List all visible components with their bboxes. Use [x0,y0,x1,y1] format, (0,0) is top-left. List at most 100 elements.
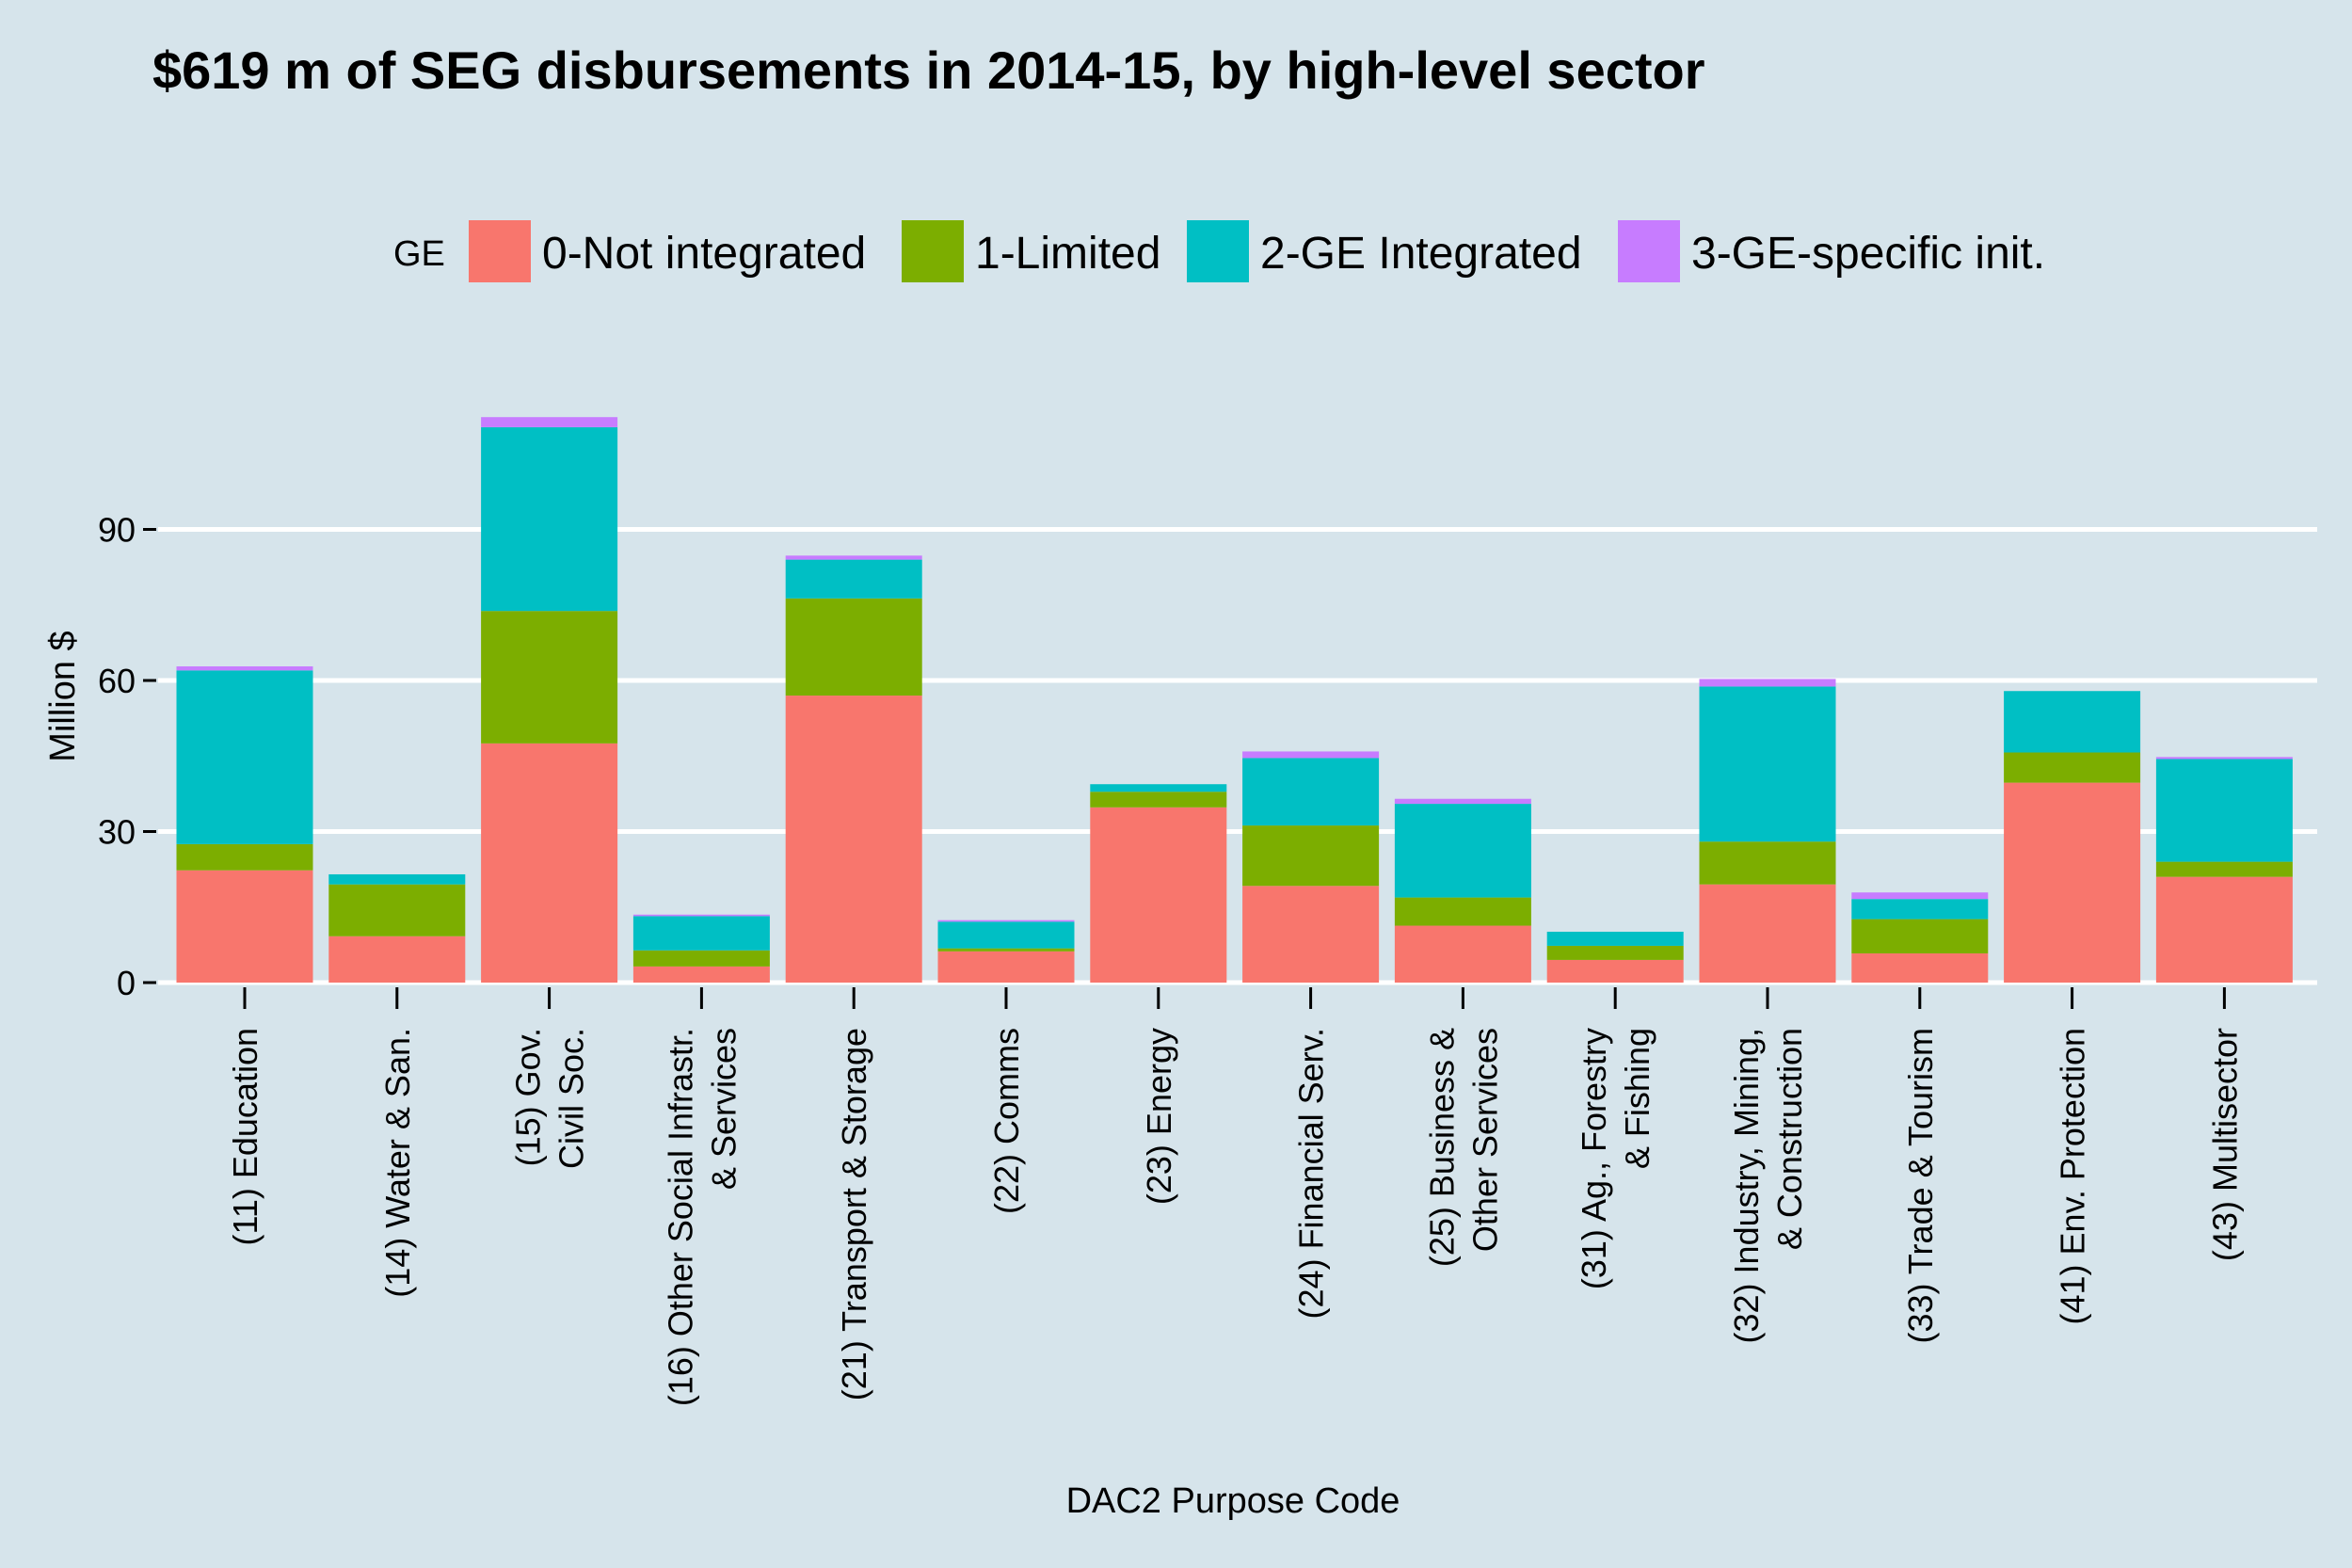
bar-segment-13-3 [2004,691,2141,753]
x-tick-label-line: (14) Water & San. [378,1028,417,1298]
x-tick-label-line: (11) Education [226,1028,264,1245]
x-tick-label-line: Other Services [1465,1028,1504,1252]
bar-segment-5-2 [785,598,922,696]
bar-segment-9-3 [1394,804,1531,898]
bar-segment-9-1 [1394,925,1531,983]
y-tick-label: 0 [117,964,136,1002]
x-tick-label-line: (31) Ag., Forestry [1575,1028,1613,1289]
bar-segment-4-4 [632,914,770,917]
x-tick-label-line: & Services [704,1028,743,1190]
x-tick-label-line: (16) Other Social Infrastr. [661,1028,699,1406]
bar-segment-5-4 [785,555,922,560]
x-tick-label-line: (33) Trade & Tourism [1901,1028,1940,1343]
x-tick-label: (11) Education [226,1028,264,1245]
x-tick-label-line: (22) Comms [987,1028,1026,1214]
x-tick-label-line: (21) Transport & Storage [835,1028,873,1400]
bar-segment-4-2 [632,950,770,967]
bar-segment-10-1 [1546,959,1684,983]
bar-segment-9-4 [1394,798,1531,805]
legend-swatch-3 [1187,220,1249,282]
bar-segment-12-3 [1851,899,1989,920]
legend: GE 0-Not integrated 1-Limited 2-GE Integra… [393,220,2045,282]
bar-segment-6-1 [937,951,1075,983]
bar-segment-8-3 [1242,758,1380,826]
x-tick-label-line: (23) Energy [1140,1028,1178,1205]
bar-segment-5-3 [785,559,922,599]
bar-segment-1-2 [176,843,313,871]
y-tick-label: 30 [98,813,136,852]
bar-segment-8-2 [1242,825,1380,887]
legend-label-4: 3-GE-specific init. [1691,229,2045,279]
bar-segment-14-1 [2155,876,2293,983]
legend-swatch-4 [1618,220,1680,282]
x-tick-label-line: (41) Env. Protection [2054,1028,2092,1324]
bar-segment-10-3 [1546,931,1684,946]
bar-segment-11-4 [1699,679,1836,687]
legend-swatch-2 [902,220,964,282]
x-tick-label-line: Civil Soc. [552,1028,591,1169]
legend-label-1: 0-Not integrated [542,229,866,279]
bar-segment-7-3 [1090,784,1227,792]
bar-segment-14-3 [2155,759,2293,862]
bar-segment-1-1 [176,870,313,983]
y-tick-label: 60 [98,662,136,700]
x-tick-label: (24) Financial Serv. [1292,1028,1331,1319]
bar-segment-5-1 [785,696,922,983]
bar-segment-12-4 [1851,892,1989,900]
bar-segment-4-3 [632,916,770,951]
bar-segment-14-4 [2155,757,2293,760]
x-tick-label: (23) Energy [1140,1028,1178,1205]
bar-segment-4-1 [632,966,770,983]
bar-segment-14-2 [2155,861,2293,877]
bar-segment-3-1 [481,743,618,983]
bars [176,417,2293,983]
bar-segment-3-2 [481,611,618,744]
chart-title: $619 m of SEG disbursements in 2014-15, … [152,40,1705,100]
bar-segment-8-4 [1242,751,1380,759]
x-tick-label: (14) Water & San. [378,1028,417,1298]
bar-segment-2-1 [328,936,466,983]
legend-swatch-1 [469,220,531,282]
x-tick-label: (16) Other Social Infrastr. & Services [661,1028,743,1406]
x-axis-label: DAC2 Purpose Code [1066,1481,1400,1521]
bar-segment-11-2 [1699,841,1836,885]
bar-segment-11-1 [1699,884,1836,983]
bar-segment-11-3 [1699,686,1836,842]
legend-label-3: 2-GE Integrated [1260,229,1582,279]
x-tick-label-line: (25) Business & [1422,1028,1461,1267]
x-tick-label: (43) Multisector [2205,1028,2244,1261]
x-tick-label: (31) Ag., Forestry & Fishing [1575,1028,1656,1289]
bar-segment-7-1 [1090,807,1227,983]
x-tick-label-line: & Fishing [1618,1028,1656,1169]
x-tick-label: (25) Business & Other Services [1422,1028,1504,1267]
x-tick-label-line: (43) Multisector [2205,1028,2244,1261]
x-axis: (11) Education (14) Water & San. (15) Gov.… [226,987,2244,1406]
bar-segment-1-3 [176,670,313,844]
bar-segment-6-3 [937,921,1075,949]
x-tick-label: (33) Trade & Tourism [1901,1028,1940,1343]
bar-segment-13-2 [2004,752,2141,783]
x-tick-label-line: (32) Industry, Mining, [1727,1028,1766,1343]
bar-segment-12-2 [1851,919,1989,953]
x-tick-label: (15) Gov. Civil Soc. [509,1028,591,1169]
bar-segment-1-4 [176,666,313,671]
bar-segment-9-2 [1394,897,1531,926]
bar-segment-13-1 [2004,782,2141,983]
legend-title: GE [393,234,445,274]
x-tick-label-line: (15) Gov. [509,1028,548,1166]
x-tick-label: (32) Industry, Mining, & Construction [1727,1028,1809,1343]
bar-segment-2-3 [328,873,466,885]
bar-segment-8-1 [1242,886,1380,983]
bar-segment-7-2 [1090,792,1227,808]
bar-segment-2-2 [328,884,466,936]
x-tick-label-line: (24) Financial Serv. [1292,1028,1331,1319]
bar-segment-6-2 [937,948,1075,952]
x-tick-label-line: & Construction [1770,1028,1809,1250]
x-tick-label: (41) Env. Protection [2054,1028,2092,1324]
y-axis: 0 30 60 90 [98,511,156,1002]
y-axis-label: Million $ [43,631,83,761]
bar-segment-10-2 [1546,945,1684,960]
bar-segment-6-4 [937,920,1075,922]
y-tick-label: 90 [98,511,136,550]
